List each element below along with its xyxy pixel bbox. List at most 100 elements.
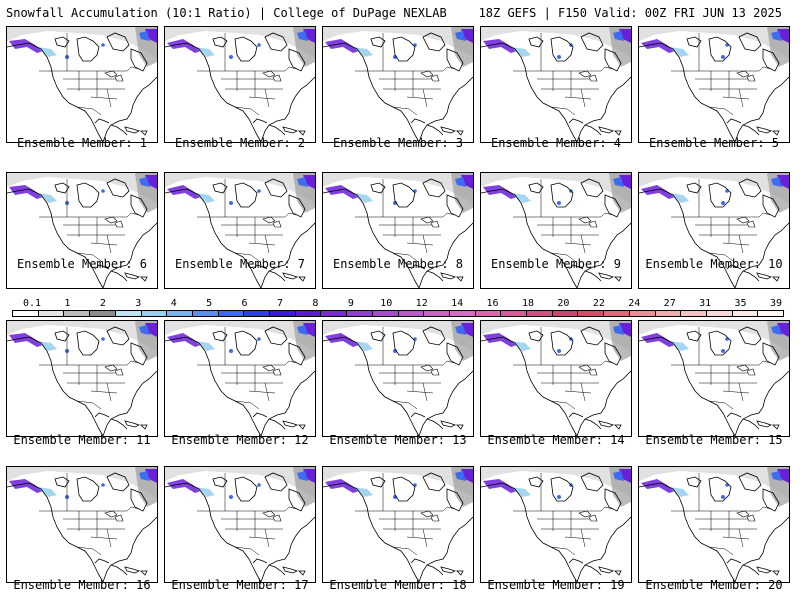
north-america-map <box>639 27 789 142</box>
legend-label: 7 <box>276 298 284 309</box>
ensemble-member-caption: Ensemble Member: 16 <box>13 578 151 592</box>
legend-label: 10 <box>380 298 393 309</box>
north-america-map <box>323 173 473 288</box>
ensemble-member-caption: Ensemble Member: 13 <box>329 433 467 447</box>
north-america-map <box>639 321 789 436</box>
legend-swatch <box>501 311 528 316</box>
legend-swatch <box>192 311 219 316</box>
legend-label: 20 <box>557 298 570 309</box>
legend-swatch <box>244 311 271 316</box>
ensemble-member-caption: Ensemble Member: 4 <box>490 136 622 150</box>
legend-label: 6 <box>241 298 248 309</box>
north-america-map <box>639 173 789 288</box>
legend-swatch <box>681 311 707 316</box>
legend-swatch <box>424 311 450 316</box>
ensemble-panel[interactable] <box>6 320 158 437</box>
north-america-map <box>481 173 631 288</box>
legend-swatch <box>475 311 502 316</box>
legend-swatch <box>629 311 656 316</box>
ensemble-panel[interactable] <box>164 26 316 143</box>
ensemble-member-caption: Ensemble Member: 20 <box>645 578 783 592</box>
legend-swatch <box>90 311 116 316</box>
north-america-map <box>165 467 315 582</box>
north-america-map <box>323 467 473 582</box>
ensemble-panel[interactable] <box>480 466 632 583</box>
ensemble-member-caption: Ensemble Member: 17 <box>171 578 309 592</box>
legend-label: 18 <box>521 298 535 309</box>
legend-swatch <box>270 311 296 316</box>
legend-label: 2 <box>99 298 106 309</box>
ensemble-member-caption: Ensemble Member: 3 <box>332 136 464 150</box>
legend-swatch <box>706 311 733 316</box>
legend-label: 1 <box>64 298 71 309</box>
legend-label: 27 <box>663 298 676 309</box>
legend-swatch <box>449 311 476 316</box>
legend-label: 22 <box>592 298 605 309</box>
legend-swatch <box>167 311 193 316</box>
ensemble-panel[interactable] <box>638 320 790 437</box>
ensemble-panel[interactable] <box>322 466 474 583</box>
legend-label: 24 <box>628 298 641 309</box>
legend-label: 8 <box>312 298 319 309</box>
legend-swatch <box>527 311 553 316</box>
ensemble-member-caption: Ensemble Member: 6 <box>16 257 148 271</box>
model-valid-time: 18Z GEFS | F150 Valid: 00Z FRI JUN 13 20… <box>478 6 782 20</box>
ensemble-panel[interactable] <box>322 26 474 143</box>
legend-swatch <box>295 311 322 316</box>
legend-swatch <box>218 311 245 316</box>
legend-label: 16 <box>486 298 499 309</box>
ensemble-panel[interactable] <box>6 26 158 143</box>
ensemble-panel[interactable] <box>322 172 474 289</box>
legend-color-bar <box>12 310 784 317</box>
map-title: Snowfall Accumulation (10:1 Ratio) | Col… <box>6 6 447 20</box>
legend-label: 31 <box>699 298 712 309</box>
ensemble-panel[interactable] <box>322 320 474 437</box>
legend-label: 35 <box>734 298 747 309</box>
ensemble-member-caption: Ensemble Member: 9 <box>490 257 622 271</box>
legend-swatch <box>655 311 682 316</box>
north-america-map <box>7 467 157 582</box>
legend-label: 39 <box>769 298 783 309</box>
north-america-map <box>165 173 315 288</box>
ensemble-panel[interactable] <box>638 172 790 289</box>
ensemble-panel[interactable] <box>638 26 790 143</box>
legend-swatch <box>398 311 425 316</box>
legend-label: 12 <box>415 298 428 309</box>
legend-swatch <box>758 311 784 316</box>
ensemble-panel[interactable] <box>164 172 316 289</box>
north-america-map <box>165 27 315 142</box>
legend-swatch <box>115 311 142 316</box>
ensemble-panel[interactable] <box>480 320 632 437</box>
ensemble-member-caption: Ensemble Member: 15 <box>645 433 783 447</box>
ensemble-panel[interactable] <box>164 466 316 583</box>
north-america-map <box>481 321 631 436</box>
legend-label: 5 <box>206 298 213 309</box>
ensemble-panel[interactable] <box>638 466 790 583</box>
ensemble-panel[interactable] <box>6 172 158 289</box>
north-america-map <box>323 321 473 436</box>
north-america-map <box>7 27 157 142</box>
ensemble-member-caption: Ensemble Member: 19 <box>487 578 625 592</box>
legend-swatch <box>321 311 348 316</box>
north-america-map <box>7 321 157 436</box>
north-america-map <box>639 467 789 582</box>
legend-swatch <box>372 311 399 316</box>
ensemble-panel[interactable] <box>6 466 158 583</box>
north-america-map <box>481 467 631 582</box>
legend-label: 4 <box>170 298 177 309</box>
ensemble-panel[interactable] <box>480 172 632 289</box>
legend-swatch <box>732 311 759 316</box>
ensemble-panel[interactable] <box>480 26 632 143</box>
ensemble-member-caption: Ensemble Member: 1 <box>16 136 148 150</box>
ensemble-panel[interactable] <box>164 320 316 437</box>
ensemble-member-caption: Ensemble Member: 5 <box>648 136 780 150</box>
legend-swatch <box>13 311 39 316</box>
north-america-map <box>7 173 157 288</box>
legend-swatch <box>38 311 65 316</box>
color-legend: 0.1 1 2 3 4 5 6 7 8 9 10 12 14 16 18 20 22 24 27 31 35 39 <box>6 298 786 320</box>
legend-label: 0.1 <box>22 298 42 309</box>
legend-label: 3 <box>135 298 142 309</box>
ensemble-member-caption: Ensemble Member: 12 <box>171 433 309 447</box>
ensemble-member-caption: Ensemble Member: 8 <box>332 257 464 271</box>
north-america-map <box>481 27 631 142</box>
